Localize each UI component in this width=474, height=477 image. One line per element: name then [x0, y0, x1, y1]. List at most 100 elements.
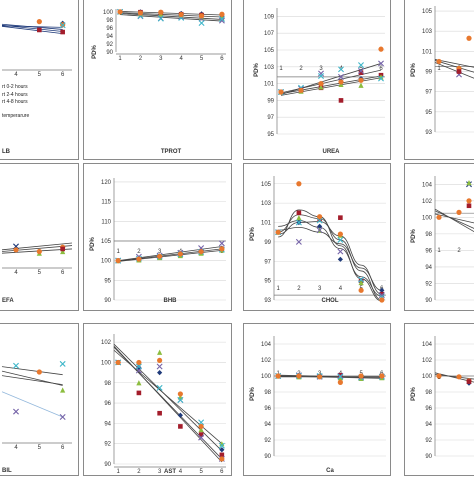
data-point [136, 359, 142, 366]
data-point [358, 68, 364, 74]
data-point [338, 66, 344, 73]
chart-title: UREA [322, 149, 340, 155]
data-point [296, 181, 302, 187]
y-axis-label: PD% [90, 237, 96, 251]
data-point [456, 374, 462, 380]
x-tick-label: 2 [297, 286, 301, 292]
data-point [466, 198, 472, 204]
data-point [358, 276, 365, 283]
y-tick-label: 94 [264, 422, 271, 428]
data-point [275, 229, 281, 235]
chart-top-right-svg: 9395979910110310512PD% [411, 6, 474, 136]
data-point [466, 203, 472, 209]
data-point [115, 258, 121, 264]
data-point [136, 390, 142, 396]
y-tick-label: 104 [422, 182, 433, 188]
data-point [316, 217, 323, 224]
x-tick-label: 4 [14, 445, 18, 451]
trend-line [118, 246, 222, 262]
x-tick-label: 1 [118, 56, 122, 62]
chart-panel-efa: 4 5 6 EFA [0, 163, 79, 311]
chart-panel-mid-right: 90 92 94 96 98 100 102 104 1 2 PD% [404, 163, 474, 311]
chart-ca-svg: 9092949698100102104123456PD%Ca [250, 336, 386, 474]
trend-line [120, 13, 222, 20]
data-point [218, 240, 225, 247]
y-tick-label: 95 [267, 132, 274, 138]
x-tick-label: 2 [299, 66, 303, 72]
x-tick-label: 2 [137, 469, 141, 475]
chart-title: CHOL [322, 298, 339, 304]
y-tick-label: 101 [261, 221, 272, 227]
y-tick-label: 100 [261, 374, 272, 380]
trend-line [1, 25, 63, 34]
chart-title: LB [2, 149, 11, 155]
y-axis-label: PD% [250, 387, 256, 401]
data-point [436, 214, 442, 220]
chart-title: BHB [164, 298, 178, 304]
chart-panel-chol: 93959799101103105123456PD%CHOL [243, 163, 391, 311]
data-point [117, 9, 123, 15]
data-point [177, 397, 184, 404]
data-point [136, 380, 142, 386]
x-tick-label: 4 [180, 56, 184, 62]
data-point [318, 70, 324, 77]
trend-line [1, 391, 63, 418]
trend-line [278, 221, 382, 295]
data-point [466, 180, 472, 186]
chart-panel-lb: 4 5 6 LB [0, 0, 79, 160]
y-tick-label: 110 [101, 219, 111, 225]
y-tick-label: 100 [422, 374, 433, 380]
y-tick-label: 90 [104, 462, 111, 468]
data-point [198, 432, 204, 437]
data-point [296, 215, 302, 221]
data-point [219, 11, 225, 17]
x-tick-label: 3 [318, 286, 322, 292]
x-tick-label: 1 [437, 248, 441, 254]
x-tick-label: 1 [437, 66, 441, 72]
y-tick-label: 101 [264, 82, 275, 88]
y-axis-label: PD% [411, 387, 417, 401]
y-tick-label: 100 [103, 10, 114, 16]
trend-line [1, 366, 63, 376]
trend-line [280, 77, 382, 96]
trend-line [120, 14, 222, 22]
y-tick-label: 115 [101, 200, 111, 206]
chart-title: TPROT [161, 149, 182, 155]
data-point [298, 87, 304, 93]
x-tick-label: 3 [158, 469, 162, 475]
chart-title: EFA [2, 298, 14, 304]
chart-panel-tprot: 90 92 94 96 98 100 1 2 3 4 5 6 PD% TPROT [83, 0, 232, 160]
data-point [137, 10, 144, 16]
y-tick-label: 97 [264, 259, 271, 265]
data-point [158, 9, 164, 15]
y-axis-label: PD% [250, 227, 256, 241]
data-point [198, 423, 204, 430]
trend-line [434, 208, 474, 233]
trend-line [278, 375, 382, 379]
trend-line [120, 12, 222, 18]
y-tick-label: 105 [422, 9, 433, 15]
data-point [378, 60, 384, 67]
data-point [456, 69, 462, 74]
data-point [219, 246, 225, 252]
x-tick-label: 5 [200, 56, 204, 62]
x-tick-label: 6 [61, 445, 65, 451]
data-point [60, 246, 65, 252]
y-tick-label: 90 [104, 298, 111, 304]
data-point [198, 13, 205, 19]
chart-panel-ast: 90 92 94 96 98 100 102 1 2 3 4 5 6 AST [83, 323, 232, 476]
x-tick-label: 5 [199, 469, 203, 475]
data-point [59, 22, 66, 29]
trend-line [113, 345, 223, 463]
data-point [296, 210, 302, 216]
data-point [60, 248, 66, 255]
trend-line [280, 69, 382, 94]
legend-item-1: rt 2-4 hours [2, 91, 28, 98]
data-point [177, 251, 183, 257]
x-tick-label: 2 [137, 249, 141, 255]
y-tick-label: 100 [101, 259, 112, 265]
data-point [318, 81, 324, 87]
data-point [358, 77, 364, 83]
